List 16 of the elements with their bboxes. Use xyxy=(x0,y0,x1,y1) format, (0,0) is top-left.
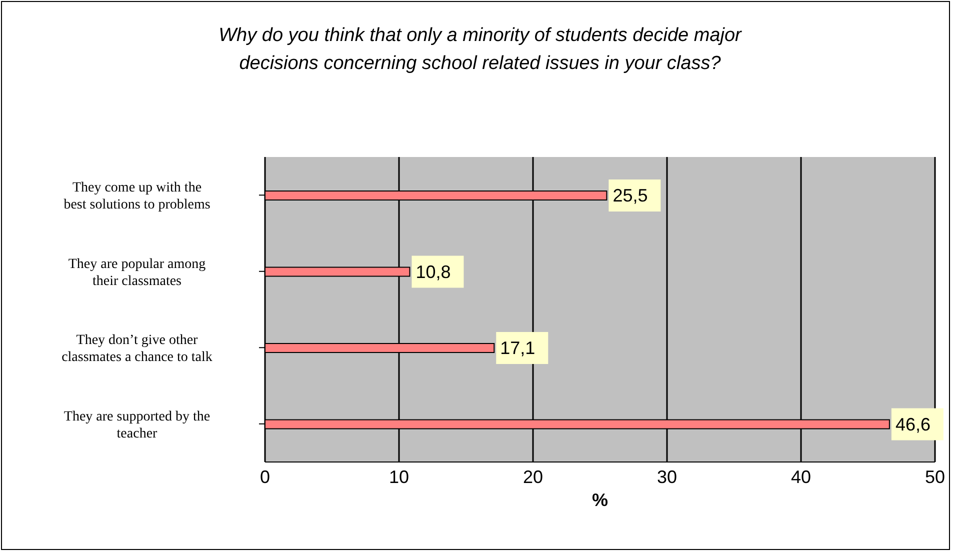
y-tick-label: They are supported by the teacher xyxy=(64,409,210,442)
y-tick-label: They come up with the best solutions to problems xyxy=(64,180,210,213)
x-tick-label: 10 xyxy=(388,466,410,487)
x-tick-label: 40 xyxy=(790,466,812,487)
data-label: 25,5 xyxy=(612,186,648,206)
x-tick-label: 50 xyxy=(924,466,946,487)
data-label: 46,6 xyxy=(895,414,930,434)
data-label: 17,1 xyxy=(500,338,536,358)
y-tick-label: They don’t give other classmates a chance to talk xyxy=(62,333,212,366)
x-axis-title: % xyxy=(592,490,608,510)
x-tick-label: 20 xyxy=(522,466,544,487)
x-tick-label: 0 xyxy=(260,466,270,487)
data-label: 10,8 xyxy=(416,262,451,282)
y-tick-label: They are popular among their classmates xyxy=(68,256,206,289)
chart-title: Why do you think that only a minority of students decide major decisions concerning school related issues in your class? xyxy=(218,24,743,76)
x-tick-label: 30 xyxy=(656,466,678,487)
